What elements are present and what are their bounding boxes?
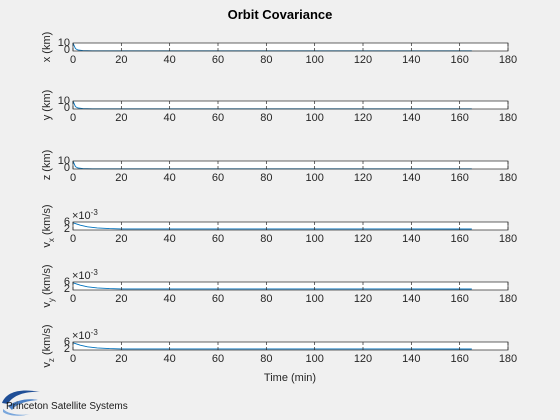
x-tick-label: 60 <box>212 54 224 66</box>
x-tick-label: 100 <box>305 233 323 245</box>
x-tick-label: 60 <box>212 172 224 184</box>
x-tick-label: 160 <box>450 112 468 124</box>
x-tick-label: 80 <box>260 112 272 124</box>
x-tick-label: 120 <box>354 233 372 245</box>
x-tick-label: 180 <box>499 353 517 365</box>
x-tick-label: 140 <box>402 112 420 124</box>
x-tick-label: 160 <box>450 293 468 305</box>
x-tick-label: 40 <box>164 172 176 184</box>
x-tick-label: 0 <box>70 54 76 66</box>
x-tick-label: 160 <box>450 54 468 66</box>
x-tick-label: 0 <box>70 233 76 245</box>
y-axis-label-main: y (km) <box>41 90 53 121</box>
x-tick-label: 120 <box>354 293 372 305</box>
x-tick-label: 40 <box>164 233 176 245</box>
y-tick-label: 2 <box>64 343 70 355</box>
x-tick-label: 120 <box>354 54 372 66</box>
x-tick-label: 140 <box>402 54 420 66</box>
x-tick-label: 160 <box>450 172 468 184</box>
x-tick-label: 80 <box>260 233 272 245</box>
x-tick-label: 0 <box>70 293 76 305</box>
plot-area <box>73 101 508 109</box>
x-tick-label: 20 <box>115 54 127 66</box>
company-logo-text: Princeton Satellite Systems <box>6 401 128 412</box>
x-tick-label: 80 <box>260 54 272 66</box>
y-tick-label: 0 <box>64 102 70 114</box>
y-axis-label-main: x (km) <box>41 32 53 63</box>
y-tick-label: 2 <box>64 223 70 235</box>
x-tick-label: 180 <box>499 293 517 305</box>
x-tick-label: 0 <box>70 112 76 124</box>
x-tick-label: 60 <box>212 112 224 124</box>
x-tick-label: 120 <box>354 353 372 365</box>
x-tick-label: 120 <box>354 172 372 184</box>
x-tick-label: 140 <box>402 233 420 245</box>
x-tick-label: 180 <box>499 112 517 124</box>
y-axis-label: x (km) <box>41 32 53 63</box>
x-tick-label: 80 <box>260 353 272 365</box>
x-tick-label: 100 <box>305 353 323 365</box>
x-tick-label: 20 <box>115 233 127 245</box>
y-tick-label: 0 <box>64 44 70 56</box>
y-axis-label-units: (km/s) <box>41 264 53 298</box>
plot-area <box>73 43 508 51</box>
figure-title: Orbit Covariance <box>228 7 333 22</box>
x-tick-label: 20 <box>115 112 127 124</box>
y-tick-label: 0 <box>64 162 70 174</box>
y-tick-label: 2 <box>64 283 70 295</box>
x-tick-label: 20 <box>115 353 127 365</box>
x-tick-label: 20 <box>115 293 127 305</box>
x-tick-label: 60 <box>212 293 224 305</box>
x-tick-label: 60 <box>212 353 224 365</box>
y-exponent-value: -3 <box>91 268 99 277</box>
x-tick-label: 40 <box>164 293 176 305</box>
x-tick-label: 140 <box>402 172 420 184</box>
x-tick-label: 180 <box>499 54 517 66</box>
y-axis-label-units: (km/s) <box>41 324 53 358</box>
x-tick-label: 40 <box>164 112 176 124</box>
x-tick-label: 80 <box>260 172 272 184</box>
x-tick-label: 180 <box>499 172 517 184</box>
y-axis-label: z (km) <box>41 150 53 181</box>
x-tick-label: 120 <box>354 112 372 124</box>
x-tick-label: 100 <box>305 54 323 66</box>
x-tick-label: 100 <box>305 112 323 124</box>
y-exponent-value: -3 <box>91 208 99 217</box>
x-axis-label: Time (min) <box>264 372 316 384</box>
x-tick-label: 140 <box>402 353 420 365</box>
x-tick-label: 160 <box>450 233 468 245</box>
y-exponent-value: -3 <box>91 328 99 337</box>
plot-area <box>73 161 508 169</box>
x-tick-label: 40 <box>164 54 176 66</box>
x-tick-label: 160 <box>450 353 468 365</box>
x-tick-label: 20 <box>115 172 127 184</box>
x-tick-label: 60 <box>212 233 224 245</box>
x-tick-label: 80 <box>260 293 272 305</box>
x-tick-label: 100 <box>305 293 323 305</box>
y-axis-label: y (km) <box>41 90 53 121</box>
x-tick-label: 40 <box>164 353 176 365</box>
x-tick-label: 0 <box>70 353 76 365</box>
y-axis-label-units: (km/s) <box>41 204 53 238</box>
x-tick-label: 140 <box>402 293 420 305</box>
x-tick-label: 0 <box>70 172 76 184</box>
x-tick-label: 100 <box>305 172 323 184</box>
y-axis-label-main: z (km) <box>41 150 53 181</box>
x-tick-label: 180 <box>499 233 517 245</box>
